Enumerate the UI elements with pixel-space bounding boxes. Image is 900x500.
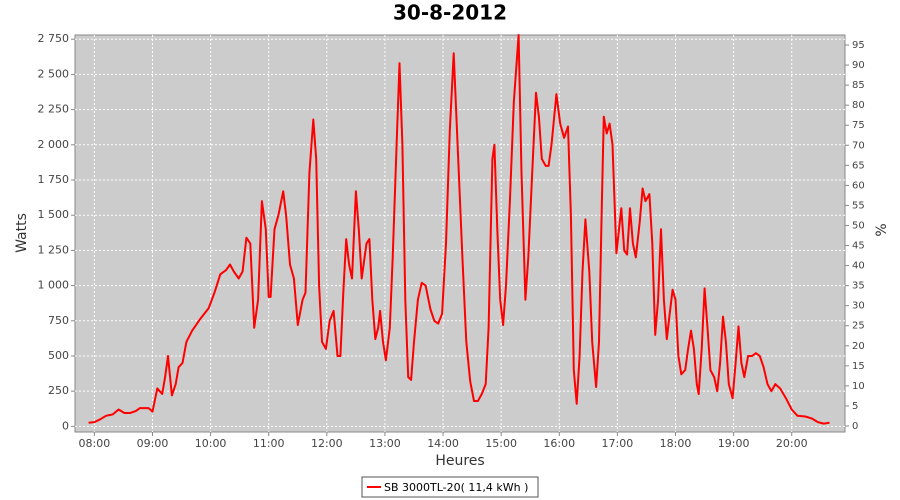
y2-tick-label: 85 <box>852 80 865 91</box>
y2-tick-label: 80 <box>852 100 865 111</box>
y-tick-label: 750 <box>48 314 69 327</box>
y2-tick-label: 90 <box>852 60 865 71</box>
x-tick-label: 18:00 <box>660 437 692 450</box>
y-axis-label: Watts <box>14 213 30 253</box>
y2-tick-label: 0 <box>852 421 858 432</box>
x-tick-label: 19:00 <box>718 437 750 450</box>
y2-tick-label: 60 <box>852 180 865 191</box>
y-tick-label: 500 <box>48 349 69 362</box>
y-tick-label: 0 <box>62 419 69 432</box>
y-tick-label: 2 750 <box>38 32 70 45</box>
y-tick-label: 1 750 <box>38 173 70 186</box>
y-tick-label: 250 <box>48 384 69 397</box>
y2-tick-label: 10 <box>852 381 865 392</box>
y2-tick-label: 65 <box>852 160 865 171</box>
y2-tick-label: 15 <box>852 361 865 372</box>
x-tick-label: 12:00 <box>311 437 343 450</box>
x-tick-label: 17:00 <box>602 437 634 450</box>
x-tick-label: 14:00 <box>427 437 459 450</box>
x-tick-label: 11:00 <box>253 437 285 450</box>
y2-tick-label: 70 <box>852 140 865 151</box>
y2-axis-label: % <box>874 223 890 236</box>
x-tick-label: 20:00 <box>776 437 808 450</box>
legend-box <box>361 476 539 498</box>
y-tick-label: 2 000 <box>38 138 70 151</box>
series-line <box>88 34 830 425</box>
y2-tick-label: 40 <box>852 261 865 272</box>
y-tick-label: 2 500 <box>38 67 70 80</box>
y2-tick-label: 35 <box>852 281 865 292</box>
y2-tick-label: 45 <box>852 241 865 252</box>
x-axis-label: Heures <box>435 453 484 469</box>
x-tick-label: 08:00 <box>79 437 111 450</box>
y2-tick-label: 20 <box>852 341 865 352</box>
y-tick-label: 1 500 <box>38 208 70 221</box>
x-tick-label: 10:00 <box>195 437 227 450</box>
y2-tick-label: 30 <box>852 301 865 312</box>
y2-tick-label: 25 <box>852 321 865 332</box>
x-tick-label: 15:00 <box>485 437 517 450</box>
y-tick-label: 1 000 <box>38 279 70 292</box>
x-tick-label: 13:00 <box>369 437 401 450</box>
y-tick-label: 2 250 <box>38 103 70 116</box>
x-tick-label: 16:00 <box>543 437 575 450</box>
y-tick-label: 1 250 <box>38 243 70 256</box>
chart-title: 30-8-2012 <box>393 1 507 25</box>
y2-tick-label: 55 <box>852 200 865 211</box>
x-tick-label: 09:00 <box>137 437 169 450</box>
y2-tick-label: 75 <box>852 120 865 131</box>
y2-tick-label: 95 <box>852 40 865 51</box>
y2-tick-label: 5 <box>852 401 858 412</box>
plot-area <box>74 34 846 433</box>
y2-tick-label: 50 <box>852 220 865 231</box>
legend-label: SB 3000TL-20( 11,4 kWh ) <box>384 481 528 494</box>
